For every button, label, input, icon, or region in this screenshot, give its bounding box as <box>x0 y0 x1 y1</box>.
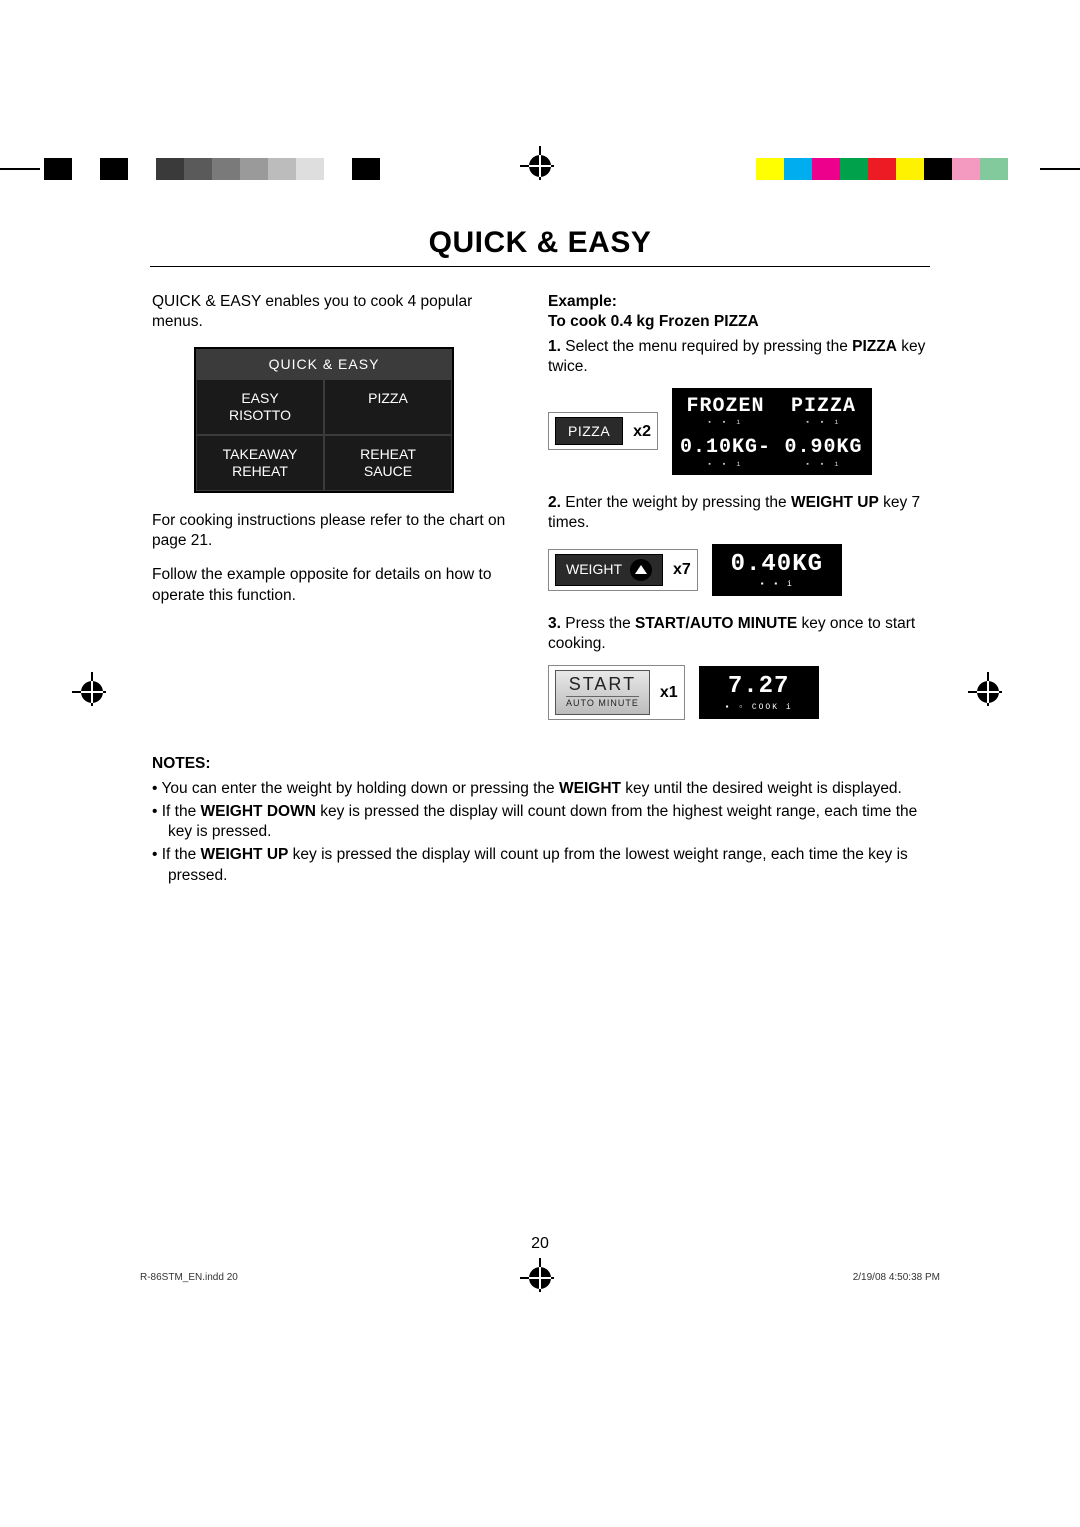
registration-mark-bottom <box>526 1264 554 1292</box>
colorbar-left <box>44 158 380 180</box>
colorbar-swatch <box>100 158 128 180</box>
footer-filename: R-86STM_EN.indd 20 <box>140 1272 238 1283</box>
start-auto-minute-key[interactable]: START AUTO MINUTE <box>555 670 650 716</box>
menu-cell[interactable]: REHEATSAUCE <box>324 435 452 491</box>
page-number: 20 <box>0 1235 1080 1253</box>
colorbar-swatch <box>784 158 812 180</box>
colorbar-swatch <box>212 158 240 180</box>
triangle-up-icon <box>630 559 652 581</box>
menu-cell[interactable]: PIZZA <box>324 379 452 435</box>
registration-mark-top <box>526 152 554 180</box>
lcd-display-3: 7.27 ▪ ▫ COOK i <box>699 666 819 718</box>
step-1: 1. Select the menu required by pressing … <box>548 337 928 378</box>
step-3-row: START AUTO MINUTE x1 7.27 ▪ ▫ COOK i <box>548 665 928 721</box>
follow-example-text: Follow the example opposite for details … <box>152 565 522 606</box>
colorbar-swatch <box>756 158 784 180</box>
panel-header: QUICK & EASY <box>196 349 452 379</box>
notes-section: NOTES: You can enter the weight by holdi… <box>152 754 928 889</box>
registration-mark-left <box>78 678 106 706</box>
colorbar-swatch <box>268 158 296 180</box>
quick-easy-panel: QUICK & EASY EASYRISOTTOPIZZATAKEAWAYREH… <box>194 347 454 493</box>
colorbar-swatch <box>896 158 924 180</box>
note-item: If the WEIGHT UP key is pressed the disp… <box>152 845 928 887</box>
step-2: 2. Enter the weight by pressing the WEIG… <box>548 493 928 534</box>
colorbar-swatch <box>128 158 156 180</box>
page-title: QUICK & EASY <box>150 226 930 260</box>
example-header: Example: <box>548 292 928 312</box>
colorbar-swatch <box>240 158 268 180</box>
colorbar-swatch <box>812 158 840 180</box>
example-subtitle: To cook 0.4 kg Frozen PIZZA <box>548 312 928 332</box>
step3-multiplier: x1 <box>660 682 678 703</box>
colorbar-swatch <box>1008 158 1036 180</box>
step-3: 3. Press the START/AUTO MINUTE key once … <box>548 614 928 655</box>
notes-header: NOTES: <box>152 754 928 775</box>
chart-ref-text: For cooking instructions please refer to… <box>152 511 522 552</box>
colorbar-swatch <box>324 158 352 180</box>
page-title-block: QUICK & EASY <box>150 226 930 267</box>
registration-mark-right <box>974 678 1002 706</box>
colorbar-swatch <box>72 158 100 180</box>
colorbar-swatch <box>924 158 952 180</box>
menu-cell[interactable]: EASYRISOTTO <box>196 379 324 435</box>
colorbar-swatch <box>184 158 212 180</box>
colorbar-right <box>756 158 1036 180</box>
step1-multiplier: x2 <box>633 421 651 442</box>
left-column: QUICK & EASY enables you to cook 4 popul… <box>152 292 522 620</box>
intro-text: QUICK & EASY enables you to cook 4 popul… <box>152 292 522 333</box>
colorbar-swatch <box>44 158 72 180</box>
lcd-display-1: FROZEN▪ ▪ i PIZZA▪ ▪ i 0.10KG-▪ ▪ i 0.90… <box>672 388 872 475</box>
colorbar-swatch <box>868 158 896 180</box>
footer-timestamp: 2/19/08 4:50:38 PM <box>853 1272 940 1283</box>
colorbar-swatch <box>952 158 980 180</box>
right-column: Example: To cook 0.4 kg Frozen PIZZA 1. … <box>548 292 928 738</box>
step-1-row: PIZZA x2 FROZEN▪ ▪ i PIZZA▪ ▪ i 0.10KG-▪… <box>548 388 928 475</box>
menu-cell[interactable]: TAKEAWAYREHEAT <box>196 435 324 491</box>
colorbar-swatch <box>296 158 324 180</box>
colorbar-swatch <box>156 158 184 180</box>
note-item: You can enter the weight by holding down… <box>152 779 928 800</box>
colorbar-swatch <box>840 158 868 180</box>
pizza-key[interactable]: PIZZA <box>555 417 623 445</box>
step-2-row: WEIGHT x7 0.40KG ▪ ▪ i <box>548 544 928 596</box>
lcd-display-2: 0.40KG ▪ ▪ i <box>712 544 842 596</box>
note-item: If the WEIGHT DOWN key is pressed the di… <box>152 802 928 844</box>
colorbar-swatch <box>980 158 1008 180</box>
colorbar-swatch <box>352 158 380 180</box>
weight-up-key[interactable]: WEIGHT <box>555 554 663 586</box>
step2-multiplier: x7 <box>673 559 691 580</box>
